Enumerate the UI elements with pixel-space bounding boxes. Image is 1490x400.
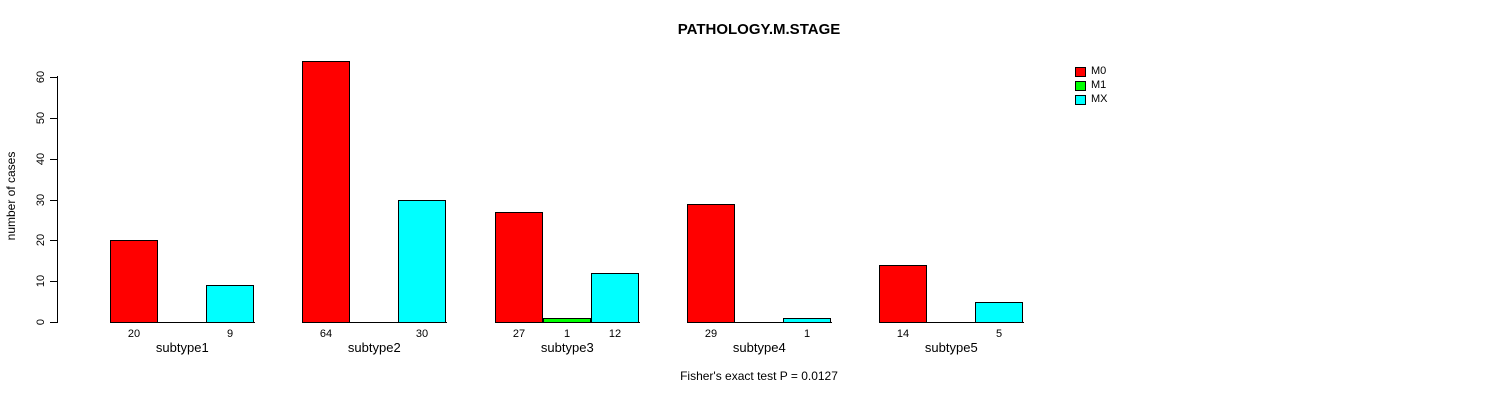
y-axis-tick-label: 20 (35, 233, 47, 247)
legend-swatch-m0 (1075, 66, 1086, 77)
legend-row-m0: M0 (1075, 65, 1108, 78)
bar-value-label: 5 (995, 328, 1003, 340)
legend-row-mx: MX (1075, 93, 1108, 106)
bar-value-label: 9 (226, 328, 234, 340)
bar-value-label: 30 (415, 328, 429, 340)
stat-annotation: Fisher's exact test P = 0.0127 (680, 369, 838, 383)
category-label: subtype5 (924, 340, 978, 355)
y-axis-tick (50, 281, 57, 282)
y-axis-tick (50, 159, 57, 160)
bar-mx-subtype5 (975, 302, 1023, 323)
bar-value-label: 1 (563, 328, 571, 340)
bar-mx-subtype3 (591, 273, 639, 323)
legend-row-m1: M1 (1075, 79, 1108, 92)
y-axis-tick-label: 60 (35, 70, 47, 84)
bar-value-label: 14 (896, 328, 910, 340)
group-baseline (879, 322, 1024, 323)
legend-swatch-m1 (1075, 80, 1086, 91)
legend: M0 M1 MX (1075, 65, 1108, 107)
y-axis-tick (50, 240, 57, 241)
legend-swatch-mx (1075, 94, 1086, 105)
y-axis-tick (50, 118, 57, 119)
category-label: subtype4 (732, 340, 786, 355)
category-label: subtype1 (155, 340, 209, 355)
chart-title: PATHOLOGY.M.STAGE (677, 21, 841, 38)
legend-label: M0 (1091, 65, 1107, 77)
bar-m0-subtype2 (302, 61, 350, 323)
bar-m0-subtype3 (495, 212, 543, 323)
bar-mx-subtype1 (206, 285, 254, 323)
bar-m0-subtype1 (110, 240, 158, 323)
y-axis-line (57, 76, 58, 323)
y-axis-tick (50, 322, 57, 323)
category-label: subtype2 (347, 340, 401, 355)
y-axis-tick-label: 30 (35, 193, 47, 207)
legend-label: M1 (1091, 79, 1107, 91)
bar-mx-subtype4 (783, 318, 831, 323)
category-label: subtype3 (540, 340, 594, 355)
bar-m0-subtype5 (879, 265, 927, 323)
bar-value-label: 64 (319, 328, 333, 340)
y-axis-tick-label: 50 (35, 111, 47, 125)
y-axis-tick (50, 77, 57, 78)
group-baseline (302, 322, 447, 323)
y-axis-tick-label: 0 (35, 318, 47, 326)
y-axis-tick (50, 200, 57, 201)
bar-m0-subtype4 (687, 204, 735, 323)
y-axis-title: number of cases (4, 151, 18, 241)
bar-value-label: 29 (704, 328, 718, 340)
bar-value-label: 20 (127, 328, 141, 340)
y-axis-tick-label: 10 (35, 274, 47, 288)
bar-m1-subtype3 (543, 318, 591, 323)
group-baseline (110, 322, 255, 323)
legend-label: MX (1091, 93, 1108, 105)
y-axis-tick-label: 40 (35, 152, 47, 166)
bar-value-label: 27 (512, 328, 526, 340)
bar-value-label: 12 (608, 328, 622, 340)
bar-mx-subtype2 (398, 200, 446, 323)
bar-value-label: 1 (803, 328, 811, 340)
group-baseline (687, 322, 832, 323)
